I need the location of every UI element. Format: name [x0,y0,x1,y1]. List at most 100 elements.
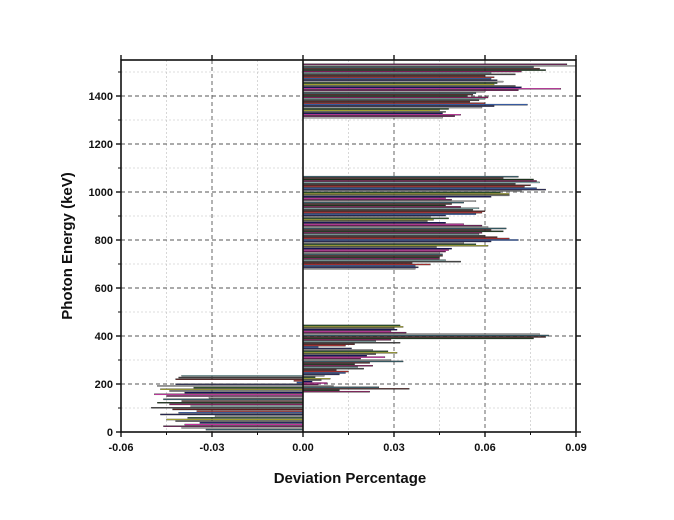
bar [302,193,510,195]
bar [151,407,304,409]
bar [302,329,398,331]
bar [302,114,461,116]
x-tick-label: 0.09 [565,442,586,454]
bar [302,331,407,334]
bar [302,112,443,114]
bar [302,73,516,76]
bar [302,204,446,207]
bar [302,230,504,233]
bar [302,343,355,345]
bar [302,227,507,230]
bar [302,339,392,341]
bar [302,90,486,93]
bar [157,402,304,404]
bar [302,268,416,270]
bar [302,362,370,364]
bar [178,412,304,414]
bar [296,381,304,384]
bar [302,85,516,87]
bar [181,400,304,402]
bar [302,352,398,354]
bar [302,349,373,351]
bar [160,388,304,390]
bar [302,66,534,68]
bar [302,333,540,335]
bar [302,246,437,248]
bar [302,388,410,390]
bar [302,198,452,201]
bar [302,88,562,90]
bar [302,222,446,224]
bar [302,183,516,185]
bar [302,76,495,78]
bar [154,393,304,396]
bar [302,180,537,182]
bar [166,395,304,397]
bar [302,102,486,104]
bar [302,250,446,253]
bar [302,344,346,347]
x-tick-label: 0.03 [383,442,404,454]
bar [175,420,304,422]
bar [302,178,534,181]
bar [302,350,389,353]
bar [302,226,489,228]
bar [302,69,546,71]
bar [302,224,483,227]
bar [302,191,501,194]
bar [302,360,404,363]
bar [302,115,455,117]
bar [302,237,510,240]
bar [302,103,528,106]
bar [302,389,340,391]
bar [302,229,492,231]
bar [302,356,386,358]
bar [302,187,537,189]
bar [302,372,346,374]
axis-ticks [116,55,581,437]
bar [302,260,461,263]
bar [302,365,373,367]
bar [166,418,304,421]
bar [302,336,546,338]
x-tick-label: -0.03 [199,442,224,454]
y-tick-label: 200 [95,379,113,391]
bar [302,184,531,186]
bar [302,63,568,66]
bar [302,243,477,246]
bar [302,75,486,77]
bar [302,232,483,234]
bar [302,219,434,221]
bar [302,70,522,73]
bar [302,382,328,384]
bar [302,390,370,393]
bar [163,425,304,427]
y-tick-labels: 0 200 400 600 800 1000 1200 1400 [89,91,113,439]
bar [302,340,376,342]
x-tick-label: 0.00 [292,442,313,454]
bar [302,78,492,80]
bar [302,234,486,237]
y-tick-label: 800 [95,235,113,247]
bar [302,80,504,83]
bar [302,95,467,97]
bar [302,223,464,225]
bar [302,93,474,96]
y-axis-title: Photon Energy (keV) [59,172,76,320]
bar [181,427,304,429]
bar [302,201,464,204]
bar [302,65,577,67]
bar [208,396,304,399]
bar [302,265,416,267]
bar [169,390,304,392]
y-tick-label: 1200 [89,139,113,151]
bar [302,209,474,211]
y-tick-label: 1000 [89,187,113,199]
x-tick-label: -0.06 [108,442,133,454]
bar [293,380,304,382]
bar [302,327,395,330]
bar [302,79,498,81]
bar [302,177,504,179]
bar [193,386,304,389]
